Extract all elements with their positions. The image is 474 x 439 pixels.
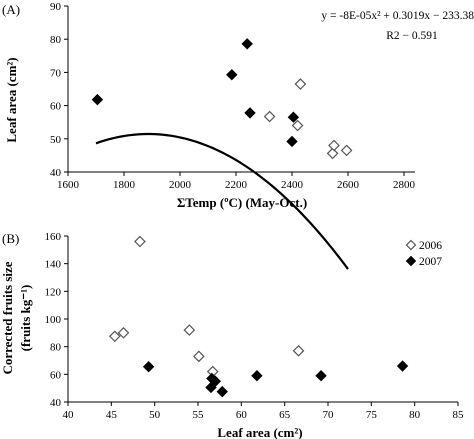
panel-a-y-tick-label: 90 xyxy=(50,1,62,13)
legend-2006-label: 2006 xyxy=(419,240,442,252)
panel-a-point-open xyxy=(294,78,307,90)
panel-a-x-tick-label: 2800 xyxy=(393,179,416,191)
panel-a-x-tick-label: 2000 xyxy=(169,179,192,191)
panel-b-points xyxy=(108,235,409,398)
panel-a: (A) Leaf area (cm²) ΣTemp (ºC) (May-Oct.… xyxy=(2,1,474,270)
panel-a-point-open xyxy=(263,110,276,123)
panel-a-point-filled xyxy=(287,111,300,123)
panel-a-r2: R2 − 0.591 xyxy=(386,30,438,42)
panel-b-x-tick-label: 60 xyxy=(236,409,248,421)
panel-a-point-filled xyxy=(226,69,238,81)
panel-b-x-tick-label: 55 xyxy=(193,409,205,421)
panel-a-x-tick-label: 1600 xyxy=(57,179,80,191)
panel-a-x-tick-label: 2600 xyxy=(337,179,360,191)
panel-a-point-filled xyxy=(241,38,253,50)
panel-b-y-axis-title-line2: (fruits kg⁻¹) xyxy=(18,285,33,352)
panel-b-y-tick-label: 60 xyxy=(50,369,62,381)
legend-2006-marker xyxy=(405,239,417,251)
panel-b-x-tick-label: 65 xyxy=(279,409,291,421)
panel-a-x-tick-label: 2200 xyxy=(225,179,248,191)
panel-b-x-tick-label: 75 xyxy=(366,409,378,421)
panel-a-point-open xyxy=(340,144,353,157)
panel-b-point-open xyxy=(117,326,130,339)
panel-b-x-tick-label: 45 xyxy=(106,409,118,421)
panel-b-point-filled xyxy=(251,370,263,382)
panel-b: (B) Corrected fruits size (fruits kg⁻¹) … xyxy=(0,231,464,439)
panel-a-y-tick-label: 60 xyxy=(50,101,62,113)
panel-b-point-open xyxy=(183,324,196,336)
panel-b-y-tick-label: 80 xyxy=(50,342,62,354)
panel-b-y-ticks: 40 60 80 100 120 140 160 xyxy=(45,231,68,409)
panel-a-points xyxy=(91,38,353,160)
panel-a-x-tick-label: 2400 xyxy=(281,179,304,191)
panel-b-y-tick-label: 160 xyxy=(45,231,62,243)
legend-2007-marker xyxy=(405,255,417,267)
panel-b-x-tick-label: 70 xyxy=(323,409,335,421)
panel-b-x-tick-label: 85 xyxy=(453,409,465,421)
panel-a-y-tick-label: 80 xyxy=(50,34,62,46)
panel-a-point-filled xyxy=(244,107,256,119)
panel-a-trendline xyxy=(95,132,349,270)
panel-a-x-axis-title: ΣTemp (ºC) (May-Oct.) xyxy=(177,195,307,210)
legend-2007-label: 2007 xyxy=(419,256,442,268)
panel-b-y-tick-label: 100 xyxy=(45,314,62,326)
panel-b-point-filled xyxy=(142,361,155,373)
panel-b-label: (B) xyxy=(2,231,19,246)
panel-a-equation: y = -8E-05x² + 0.3019x − 233.38 xyxy=(321,10,474,22)
panel-a-y-tick-label: 40 xyxy=(50,167,62,179)
panel-a-y-axis-title: Leaf area (cm²) xyxy=(4,57,19,142)
panel-a-y-tick-label: 50 xyxy=(50,134,62,146)
panel-b-point-filled xyxy=(216,385,228,398)
panel-b-point-open xyxy=(193,350,205,363)
panel-a-point-open xyxy=(326,147,339,160)
panel-a-point-open xyxy=(328,139,340,152)
panel-a-x-ticks: 1600 1800 2000 2200 2400 2600 2800 xyxy=(57,172,416,191)
panel-a-label: (A) xyxy=(2,2,20,17)
panel-b-x-axis-title: Leaf area (cm²) xyxy=(217,425,302,439)
panel-b-x-tick-label: 80 xyxy=(409,409,421,421)
panel-b-x-ticks: 40 45 50 55 60 65 70 75 80 85 xyxy=(63,402,465,421)
panel-a-point-filled xyxy=(91,93,104,106)
panel-b-point-open xyxy=(292,344,305,357)
panel-b-y-axis-title-line1: Corrected fruits size xyxy=(0,261,15,374)
panel-b-point-filled xyxy=(396,360,409,372)
panel-b-point-open xyxy=(134,235,146,248)
panel-a-y-tick-label: 70 xyxy=(50,67,62,79)
panel-b-y-tick-label: 40 xyxy=(50,397,62,409)
panel-a-point-filled xyxy=(286,135,298,148)
panel-a-y-ticks: 40 50 60 70 80 90 xyxy=(50,1,68,179)
panel-b-point-filled xyxy=(315,370,327,382)
panel-b-x-tick-label: 50 xyxy=(149,409,161,421)
panel-a-point-open xyxy=(291,119,304,132)
panel-b-point-open xyxy=(108,330,121,343)
panel-a-x-tick-label: 1800 xyxy=(113,179,136,191)
panel-b-y-tick-label: 140 xyxy=(45,259,62,271)
panel-b-y-tick-label: 120 xyxy=(45,286,62,298)
panel-b-legend: 2006 2007 xyxy=(405,239,442,268)
panel-b-point-filled xyxy=(209,375,222,387)
panel-b-x-tick-label: 40 xyxy=(63,409,75,421)
